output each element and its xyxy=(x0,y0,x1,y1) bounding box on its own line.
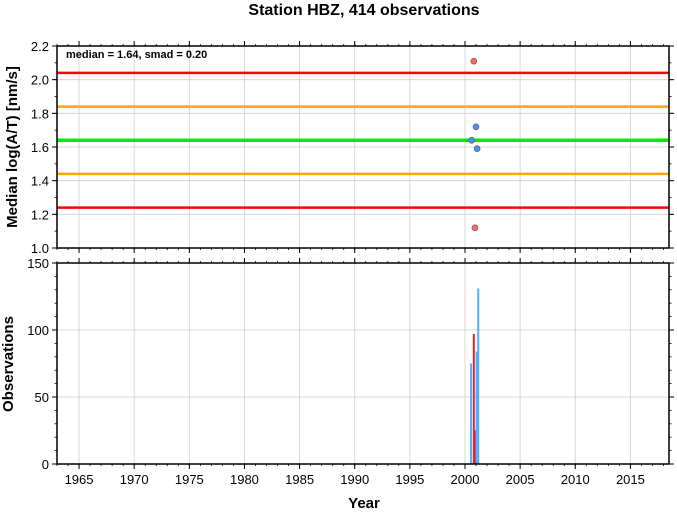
data-point xyxy=(473,145,481,152)
x-tick-label: 1965 xyxy=(65,472,94,487)
observation-bar xyxy=(472,334,475,464)
bottom-y-tick-label: 50 xyxy=(35,390,49,405)
data-point xyxy=(471,224,479,232)
x-tick-label: 1970 xyxy=(120,472,149,487)
bottom-panel-ticks: 1965 1970 1975 1980 1985 1990 1995 2000 2005 2010… xyxy=(27,44,674,487)
observation-bar xyxy=(474,430,477,464)
x-tick-label: 1985 xyxy=(285,472,314,487)
chart-title: Station HBZ, 414 observations xyxy=(248,2,479,19)
data-point xyxy=(470,57,478,65)
observation-bar xyxy=(470,363,473,464)
top-panel-grid xyxy=(57,45,669,249)
bottom-y-axis-label: Observations xyxy=(0,316,17,412)
bottom-y-tick-label: 100 xyxy=(27,323,49,338)
x-tick-label: 2010 xyxy=(561,472,590,487)
bottom-panel-frame xyxy=(56,262,670,465)
top-y-tick-label: 1.8 xyxy=(31,106,49,121)
top-panel-reference-lines xyxy=(57,71,669,209)
top-y-tick-label: 1.2 xyxy=(31,207,49,222)
bottom-panel-bars xyxy=(470,288,480,464)
bottom-y-tick-label: 0 xyxy=(42,457,49,472)
bottom-y-tick-label: 150 xyxy=(27,256,49,271)
observation-bar xyxy=(475,351,478,464)
x-tick-label: 2005 xyxy=(506,472,535,487)
top-y-tick-label: 1.4 xyxy=(31,174,49,189)
top-y-tick-label: 2.0 xyxy=(31,73,49,88)
top-y-axis-label: Median log(A/T) [nm/s] xyxy=(4,66,21,228)
x-tick-label: 2000 xyxy=(451,472,480,487)
bottom-panel-grid xyxy=(57,262,669,465)
top-y-tick-label: 1.6 xyxy=(31,140,49,155)
stats-annotation: median = 1.64, smad = 0.20 xyxy=(66,49,207,61)
observation-bar xyxy=(477,288,480,464)
top-panel-points xyxy=(468,57,481,232)
top-panel-ticks: 1.0 1.2 1.4 1.6 1.8 2.0 2.2 xyxy=(31,39,674,256)
top-y-tick-label: 2.2 xyxy=(31,39,49,54)
x-tick-label: 1980 xyxy=(230,472,259,487)
data-point xyxy=(468,136,475,144)
x-axis-label: Year xyxy=(348,495,380,511)
x-tick-label: 1990 xyxy=(340,472,369,487)
x-tick-label: 1995 xyxy=(395,472,424,487)
x-tick-label: 1975 xyxy=(175,472,204,487)
x-tick-label: 2015 xyxy=(616,472,645,487)
data-point xyxy=(472,123,480,131)
top-y-tick-label: 1.0 xyxy=(31,241,49,256)
